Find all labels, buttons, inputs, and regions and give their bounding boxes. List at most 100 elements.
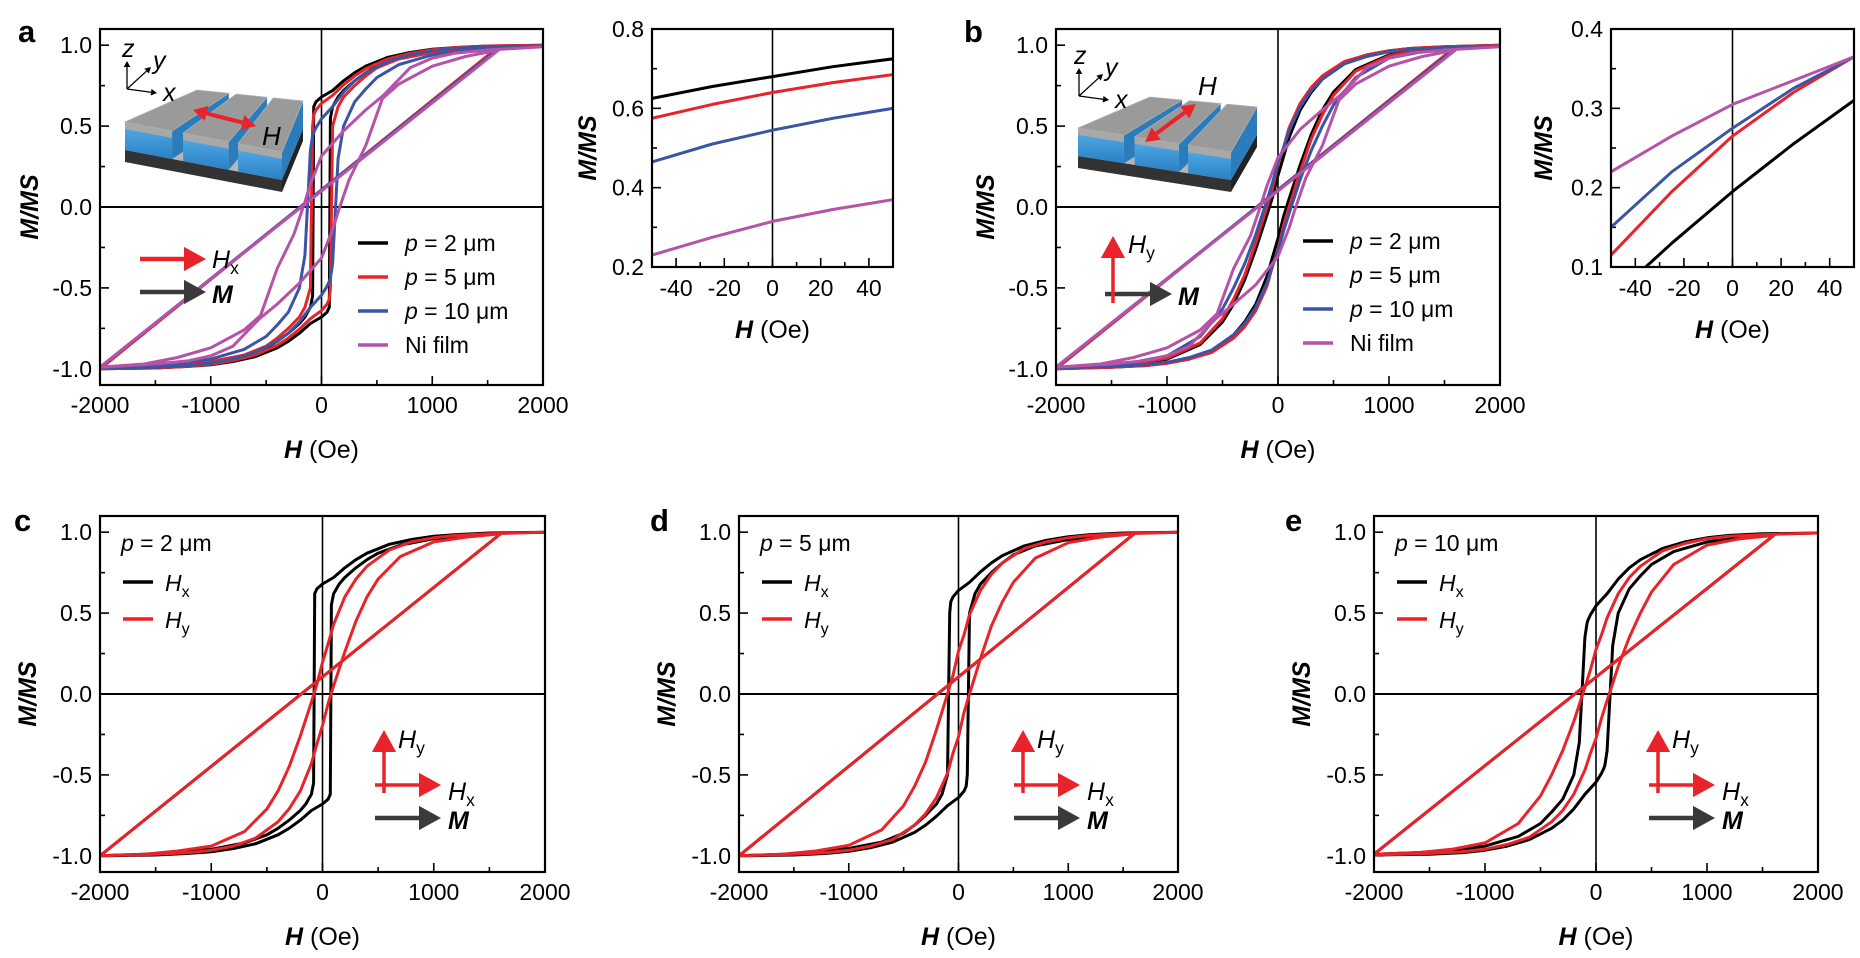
series-line-3 [652, 198, 893, 257]
x-axis-label: H (Oe) [1240, 436, 1315, 464]
m-label: M [1087, 807, 1109, 835]
x-axis-arrow-head [1102, 95, 1109, 103]
series-line-0 [100, 530, 545, 858]
plot-frame [98, 514, 547, 874]
series-line-3 [1611, 55, 1854, 174]
x-tick-label: 0 [315, 392, 328, 418]
x-tick-label: -1000 [1138, 392, 1197, 418]
x-tick-label: -2000 [1027, 392, 1086, 418]
y-axis-label: M/MS [16, 174, 44, 240]
legend-label: p = 5 μm [1349, 262, 1441, 288]
hx-arrow-head [1058, 772, 1080, 798]
y-tick-label: -0.5 [52, 275, 92, 301]
coordinate-axes: z yx [121, 35, 177, 107]
y-axis-label: M/MS [972, 174, 1000, 240]
field-arrow-head [193, 105, 209, 121]
x-axis-arrow-shaft [1078, 95, 1104, 100]
x-tick-label: -1000 [1456, 879, 1515, 905]
plot-frame [98, 27, 545, 387]
x-tick-label: 0 [1590, 879, 1603, 905]
x-tick-label: -2000 [71, 392, 130, 418]
x-tick-label: 40 [1817, 275, 1843, 301]
chart-panel-e: -2000 -1000 0 1000 2000 -1.0 -0.5 0.0 0.5 1.0 H (O… [1285, 503, 1844, 951]
x-tick-label: -40 [1619, 275, 1652, 301]
y-tick-label: 0.0 [1334, 681, 1366, 707]
series-line-3 [100, 45, 543, 369]
y-axis-arrow-shaft [1078, 77, 1100, 97]
series-line-0 [1374, 531, 1818, 857]
y-tick-label: 0.2 [1571, 175, 1603, 201]
y-axis-label: y [151, 47, 167, 75]
series-group [739, 530, 1178, 858]
field-arrow-shaft [1169, 110, 1186, 125]
legend-label: Hy [804, 607, 830, 638]
series-line-2 [1056, 44, 1500, 370]
chart-panel-b-inset: -40 -20 0 20 40 0.1 0.2 0.3 0.4 H (Oe) M/MS [1530, 16, 1856, 344]
x-tick-label: -2000 [71, 879, 130, 905]
y-tick-label: 0.4 [612, 175, 644, 201]
y-tick-label: -1.0 [52, 356, 92, 382]
m-arrow-head [1058, 805, 1080, 831]
x-axis-label: H (Oe) [285, 923, 360, 951]
y-tick-label: -0.5 [1008, 275, 1048, 301]
series-line-2 [652, 106, 893, 164]
y-tick-label: 0.0 [699, 681, 731, 707]
x-axis-label: x [1114, 86, 1129, 114]
hx-label: Hx [1087, 778, 1114, 810]
series-group [1374, 531, 1818, 857]
panel-letter: c [14, 503, 31, 538]
y-tick-label: 0.5 [1016, 113, 1048, 139]
chart-panel-c: -2000 -1000 0 1000 2000 -1.0 -0.5 0.0 0.5 1.0 H (O… [14, 503, 571, 951]
y-tick-label: 0.3 [1571, 95, 1603, 121]
series-group [100, 530, 545, 858]
y-tick-label: 0.0 [1016, 194, 1048, 220]
series-line-1 [739, 530, 1178, 858]
series-line-3 [1056, 45, 1500, 369]
y-axis-label: M/MS [14, 661, 42, 727]
legend-label: Hx [804, 570, 829, 601]
legend-label: p = 2 μm [404, 230, 496, 256]
series-line-0 [739, 530, 1178, 858]
field-arrow-shaft [206, 111, 225, 120]
plot-frame [1372, 514, 1820, 874]
substrate-layer [1078, 156, 1231, 192]
plot-frame [1054, 27, 1502, 387]
y-tick-label: 1.0 [699, 519, 731, 545]
series-group [652, 57, 893, 257]
z-axis-label: z [121, 35, 135, 63]
y-axis-label: M/MS [1530, 115, 1558, 181]
hx-arrow-head [184, 246, 206, 272]
hx-label: Hx [212, 246, 239, 278]
y-tick-label: 0.8 [612, 16, 644, 42]
y-axis-arrow-head [144, 67, 151, 74]
x-tick-label: -20 [708, 275, 741, 301]
x-tick-label: -1000 [819, 879, 878, 905]
y-tick-label: -1.0 [691, 843, 731, 869]
y-tick-label: 1.0 [1016, 32, 1048, 58]
series-line-1 [1374, 531, 1818, 857]
z-axis-arrow-head [1075, 68, 1083, 74]
hy-label: Hy [1672, 726, 1699, 758]
y-tick-label: 0.6 [612, 95, 644, 121]
panel-title: p = 10 μm [1394, 530, 1498, 556]
x-tick-label: 1000 [1363, 392, 1414, 418]
x-axis-arrow-shaft [126, 88, 152, 93]
panel-letter: d [650, 503, 669, 538]
x-axis-label: H (Oe) [921, 923, 996, 951]
x-tick-label: 1000 [1043, 879, 1094, 905]
legend-label: Ni film [405, 332, 469, 358]
panel-letter: e [1285, 503, 1302, 538]
panel-letter: b [964, 14, 983, 49]
x-tick-label: -2000 [710, 879, 769, 905]
legend-label: Hy [1439, 607, 1465, 638]
x-tick-label: 1000 [1681, 879, 1732, 905]
x-axis-label: H (Oe) [1695, 316, 1770, 344]
x-tick-label: 40 [856, 275, 882, 301]
legend-label: Hx [1439, 570, 1464, 601]
hx-label: Hx [1722, 778, 1749, 810]
bar-top [1187, 103, 1258, 153]
hx-arrow-head [419, 772, 441, 798]
x-tick-label: 0 [1272, 392, 1285, 418]
y-tick-label: 1.0 [60, 32, 92, 58]
x-tick-label: 20 [1768, 275, 1794, 301]
